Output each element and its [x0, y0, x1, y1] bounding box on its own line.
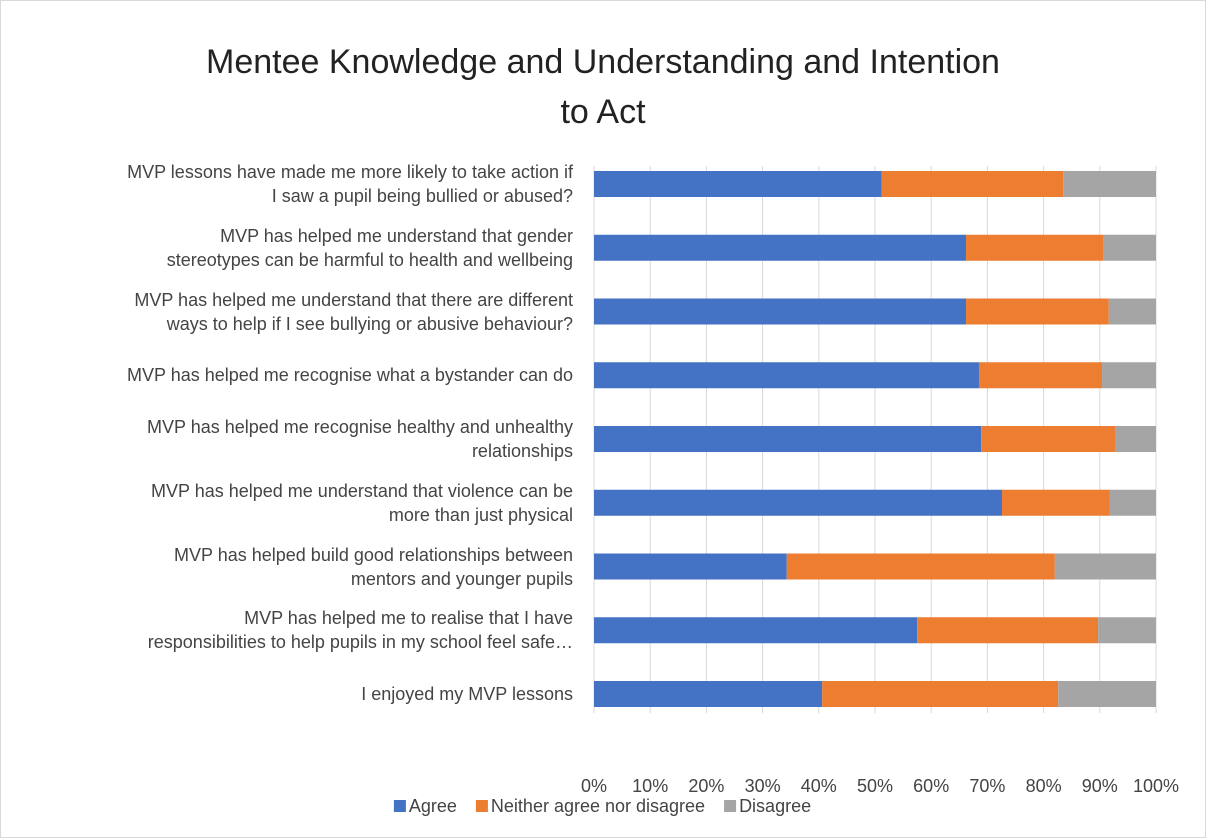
- bar-segment: [594, 362, 979, 389]
- x-tick-label: 40%: [801, 776, 837, 796]
- bar-segment: [1063, 171, 1156, 197]
- bar-segment: [786, 553, 1055, 580]
- y-tick-label: MVP lessons have made me more likely to …: [127, 162, 573, 206]
- x-tick-label: 100%: [1133, 776, 1179, 796]
- bar-segment: [1058, 681, 1156, 707]
- x-tick-label: 50%: [857, 776, 893, 796]
- bar-segment: [966, 234, 1104, 261]
- bar-segment: [966, 298, 1109, 325]
- bar-segment: [1108, 298, 1156, 325]
- bar-segment: [1002, 489, 1110, 516]
- bar-segment: [1109, 489, 1156, 516]
- bar-segment: [594, 426, 982, 452]
- bar-segment: [594, 234, 967, 261]
- y-tick-label: MVP has helped me to realise that I have…: [147, 608, 573, 653]
- x-tick-label: 30%: [745, 776, 781, 796]
- bar-segment: [594, 553, 787, 580]
- bar-segment: [1102, 362, 1156, 389]
- legend-swatch: [724, 800, 737, 812]
- bar-segment: [1103, 234, 1156, 261]
- bar-segment: [978, 362, 1103, 389]
- bar-segment: [1098, 617, 1156, 644]
- bar-segment: [594, 617, 918, 644]
- x-tick-label: 90%: [1082, 776, 1118, 796]
- x-tick-label: 80%: [1026, 776, 1062, 796]
- y-tick-label: MVP has helped build good relationships …: [174, 544, 573, 589]
- legend-label: Neither agree nor disagree: [491, 796, 705, 816]
- x-tick-label: 20%: [688, 776, 724, 796]
- bar-segment: [594, 298, 967, 325]
- bar-segment: [1054, 553, 1156, 580]
- y-tick-label: MVP has helped me understand that gender…: [166, 225, 573, 270]
- legend-label: Agree: [409, 796, 457, 816]
- y-tick-label: MVP has helped me understand that there …: [134, 289, 573, 334]
- legend-swatch: [393, 800, 406, 812]
- bar-segment: [1114, 426, 1156, 452]
- x-tick-label: 70%: [969, 776, 1005, 796]
- legend-label: Disagree: [739, 796, 811, 816]
- bar-segment: [594, 681, 823, 707]
- x-tick-label: 60%: [913, 776, 949, 796]
- bar-segment: [822, 681, 1059, 707]
- bar-segment: [881, 171, 1064, 197]
- y-tick-label: MVP has helped me recognise what a bysta…: [127, 365, 573, 386]
- bar-segment: [917, 617, 1099, 644]
- x-tick-label: 10%: [632, 776, 668, 796]
- x-tick-label: 0%: [581, 776, 607, 796]
- bar-segment: [981, 426, 1115, 452]
- y-tick-label: I enjoyed my MVP lessons: [361, 684, 573, 704]
- bar-segment: [594, 489, 1003, 516]
- y-tick-label: MVP has helped me recognise healthy and …: [147, 417, 573, 461]
- legend-swatch: [475, 800, 488, 812]
- chart-title: Mentee Knowledge and Understanding and I…: [206, 43, 1000, 131]
- y-tick-label: MVP has helped me understand that violen…: [151, 480, 573, 525]
- bar-segment: [594, 171, 882, 197]
